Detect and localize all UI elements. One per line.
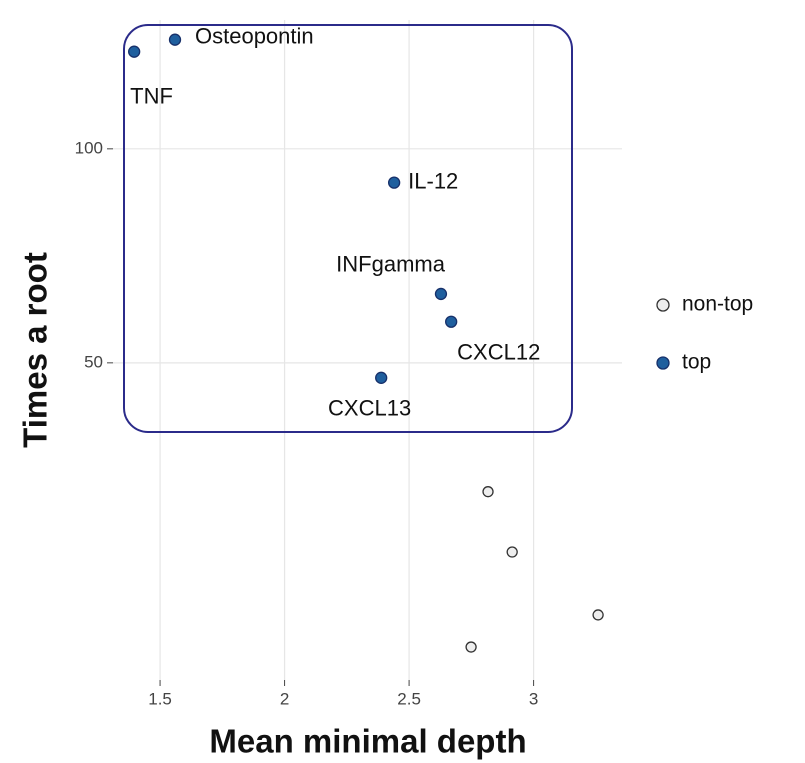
x-tick-label: 3 bbox=[529, 689, 538, 708]
point bbox=[482, 486, 494, 498]
point bbox=[128, 45, 141, 58]
x-tick-label: 2.5 bbox=[397, 689, 421, 708]
legend-label: top bbox=[682, 351, 711, 374]
point-label: INFgamma bbox=[336, 252, 446, 277]
legend-marker bbox=[656, 356, 670, 370]
point bbox=[506, 546, 518, 558]
point-label: TNF bbox=[130, 83, 173, 108]
y-tick-label: 100 bbox=[75, 138, 103, 157]
point bbox=[168, 33, 182, 46]
legend-label: non-top bbox=[682, 293, 753, 316]
point bbox=[465, 641, 477, 653]
point-label: CXCL12 bbox=[457, 340, 540, 365]
x-tick-label: 1.5 bbox=[148, 689, 172, 708]
x-tick-label: 2 bbox=[280, 689, 289, 708]
legend-marker bbox=[656, 298, 670, 312]
point-label: CXCL13 bbox=[328, 396, 411, 421]
point bbox=[445, 315, 458, 328]
point bbox=[592, 609, 604, 621]
point bbox=[375, 371, 388, 384]
y-tick-label: 50 bbox=[84, 352, 103, 371]
y-axis-title: Times a root bbox=[17, 252, 54, 448]
point bbox=[387, 176, 401, 189]
point bbox=[434, 287, 448, 301]
point-label: Osteopontin bbox=[195, 24, 314, 49]
x-axis-title: Mean minimal depth bbox=[209, 723, 526, 760]
point-label: IL-12 bbox=[408, 168, 458, 193]
highlight-box bbox=[123, 24, 573, 433]
